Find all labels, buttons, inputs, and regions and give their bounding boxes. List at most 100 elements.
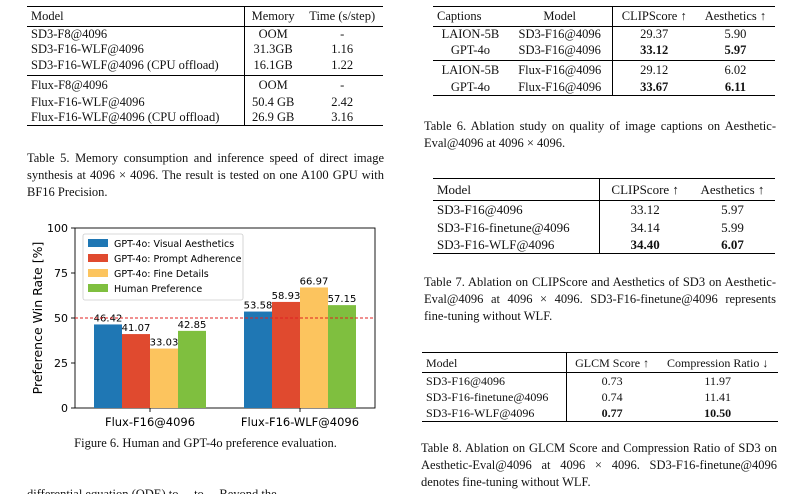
bar bbox=[178, 330, 206, 408]
bar-value-label: 42.85 bbox=[178, 320, 207, 331]
bar bbox=[122, 334, 150, 408]
table-cell: 33.12 bbox=[599, 200, 690, 219]
table-5: Model Memory Time (s/step) SD3-F8@4096 O… bbox=[27, 6, 383, 126]
bar-value-label: 57.15 bbox=[328, 294, 357, 305]
bar-value-label: 33.03 bbox=[150, 338, 179, 349]
legend-swatch bbox=[88, 269, 108, 277]
table-cell: GPT-4o bbox=[450, 80, 490, 94]
table-cell: OOM bbox=[243, 26, 302, 42]
y-tick-label: 75 bbox=[54, 267, 68, 280]
table-cell: Flux-F16-WLF@4096 bbox=[31, 95, 145, 109]
bar-value-label: 66.97 bbox=[300, 276, 329, 287]
body-text-fragment: differential equation (ODE) to ... to ..… bbox=[27, 487, 277, 494]
table-cell: 5.97 bbox=[724, 43, 747, 58]
table-8: Model GLCM Score ↑ Compression Ratio ↓ S… bbox=[422, 352, 778, 422]
bar bbox=[94, 324, 122, 408]
x-tick-label: Flux-F16@4096 bbox=[105, 415, 195, 429]
y-tick-label: 50 bbox=[54, 312, 68, 325]
table-cell: 34.14 bbox=[599, 218, 690, 236]
legend-label: GPT-4o: Visual Aesthetics bbox=[114, 239, 234, 250]
table-cell: SD3-F16-finetune@4096 bbox=[426, 390, 549, 404]
table-cell: 0.74 bbox=[565, 389, 658, 405]
table-cell: LAION-5B bbox=[441, 62, 500, 77]
header-memory: Memory bbox=[243, 6, 302, 27]
y-tick-label: 0 bbox=[61, 402, 68, 415]
table-7: Model CLIPScore ↑ Aesthetics ↑ SD3-F16@4… bbox=[433, 178, 775, 254]
legend-label: Human Preference bbox=[114, 284, 202, 295]
header-aesthetics: Aesthetics ↑ bbox=[704, 9, 767, 23]
legend-label: GPT-4o: Fine Details bbox=[114, 269, 209, 280]
table-cell: 5.97 bbox=[721, 202, 744, 218]
table-cell: SD3-F16-WLF@4096 bbox=[426, 405, 535, 420]
table-cell: 5.90 bbox=[724, 27, 747, 41]
table-cell: 33.67 bbox=[611, 80, 696, 96]
table-cell: SD3-F16-WLF@4096 (CPU offload) bbox=[31, 58, 219, 73]
table-cell: GPT-4o bbox=[450, 43, 490, 58]
table-cell: 29.12 bbox=[611, 60, 696, 80]
legend-swatch bbox=[88, 254, 108, 262]
table-cell: 33.12 bbox=[611, 42, 696, 60]
figure-6-caption: Figure 6. Human and GPT-4o preference ev… bbox=[74, 436, 337, 450]
legend-box bbox=[82, 233, 244, 301]
table-cell: LAION-5B bbox=[441, 27, 500, 41]
table-cell: SD3-F16@4096 bbox=[426, 374, 506, 389]
table-cell: 11.41 bbox=[704, 390, 731, 404]
x-tick-label: Flux-F16-WLF@4096 bbox=[241, 415, 359, 429]
table-cell: 31.3GB bbox=[243, 42, 302, 57]
table-cell: 50.4 GB bbox=[243, 95, 302, 110]
table-6: Captions Model CLIPScore ↑ Aesthetics ↑ … bbox=[433, 6, 775, 96]
table-cell: OOM bbox=[243, 75, 302, 95]
bar-value-label: 41.07 bbox=[122, 323, 151, 334]
bar bbox=[150, 348, 178, 408]
header-aesthetics: Aesthetics ↑ bbox=[700, 182, 765, 197]
header-model: Model bbox=[543, 9, 577, 23]
table-cell: Flux-F16-WLF@4096 (CPU offload) bbox=[31, 110, 220, 124]
bar-value-label: 53.58 bbox=[244, 301, 273, 312]
table-cell: 11.97 bbox=[704, 374, 731, 389]
table-cell: 2.42 bbox=[331, 95, 354, 109]
legend-swatch bbox=[88, 284, 108, 292]
bar-value-label: 46.42 bbox=[94, 313, 123, 324]
table-cell: 1.22 bbox=[331, 58, 354, 73]
table-cell: Flux-F16@4096 bbox=[518, 80, 602, 94]
table-cell: 3.16 bbox=[331, 110, 354, 124]
table-cell: SD3-F16@4096 bbox=[518, 27, 601, 41]
table-cell: SD3-F16-finetune@4096 bbox=[437, 219, 570, 235]
table-cell: 29.37 bbox=[611, 26, 696, 42]
bar bbox=[328, 305, 356, 408]
table-cell: 0.73 bbox=[565, 372, 658, 390]
header-clipscore: CLIPScore ↑ bbox=[599, 178, 690, 201]
table-cell: SD3-F16@4096 bbox=[437, 202, 523, 218]
table-8-caption: Table 8. Ablation on GLCM Score and Comp… bbox=[421, 441, 777, 489]
y-tick-label: 25 bbox=[54, 357, 68, 370]
header-clipscore: CLIPScore ↑ bbox=[611, 6, 696, 27]
table-7-caption: Table 7. Ablation on CLIPScore and Aesth… bbox=[424, 275, 776, 323]
bar-value-label: 58.93 bbox=[272, 291, 301, 302]
table-cell: 34.40 bbox=[599, 235, 690, 254]
table-cell: 6.11 bbox=[724, 80, 746, 94]
header-time: Time (s/step) bbox=[309, 9, 376, 23]
table-cell: SD3-F16-WLF@4096 bbox=[31, 42, 144, 56]
legend-label: GPT-4o: Prompt Adherence bbox=[114, 254, 242, 265]
table-cell: 1.16 bbox=[331, 42, 354, 56]
table-cell: 6.02 bbox=[724, 62, 747, 77]
table-cell: 16.1GB bbox=[243, 57, 302, 75]
bar bbox=[244, 311, 272, 408]
bar bbox=[300, 287, 328, 408]
y-axis-label: Preference Win Rate [%] bbox=[30, 242, 45, 395]
legend-swatch bbox=[88, 239, 108, 247]
table-cell: Flux-F16@4096 bbox=[518, 62, 602, 77]
table-cell: SD3-F16-WLF@4096 bbox=[437, 236, 555, 252]
header-captions: Captions bbox=[437, 9, 482, 23]
header-glcm: GLCM Score ↑ bbox=[565, 352, 658, 373]
table-cell: 26.9 GB bbox=[243, 110, 302, 126]
table-cell: SD3-F16@4096 bbox=[518, 43, 601, 58]
table-cell: 6.07 bbox=[721, 236, 744, 252]
header-model: Model bbox=[31, 9, 64, 23]
bar bbox=[272, 301, 300, 408]
table-5-caption: Table 5. Memory consumption and inferenc… bbox=[27, 151, 384, 199]
table-cell: 0.77 bbox=[565, 404, 658, 422]
table-6-caption: Table 6. Ablation study on quality of im… bbox=[424, 119, 776, 150]
y-tick-label: 100 bbox=[47, 222, 68, 235]
table-cell: - bbox=[340, 77, 345, 92]
